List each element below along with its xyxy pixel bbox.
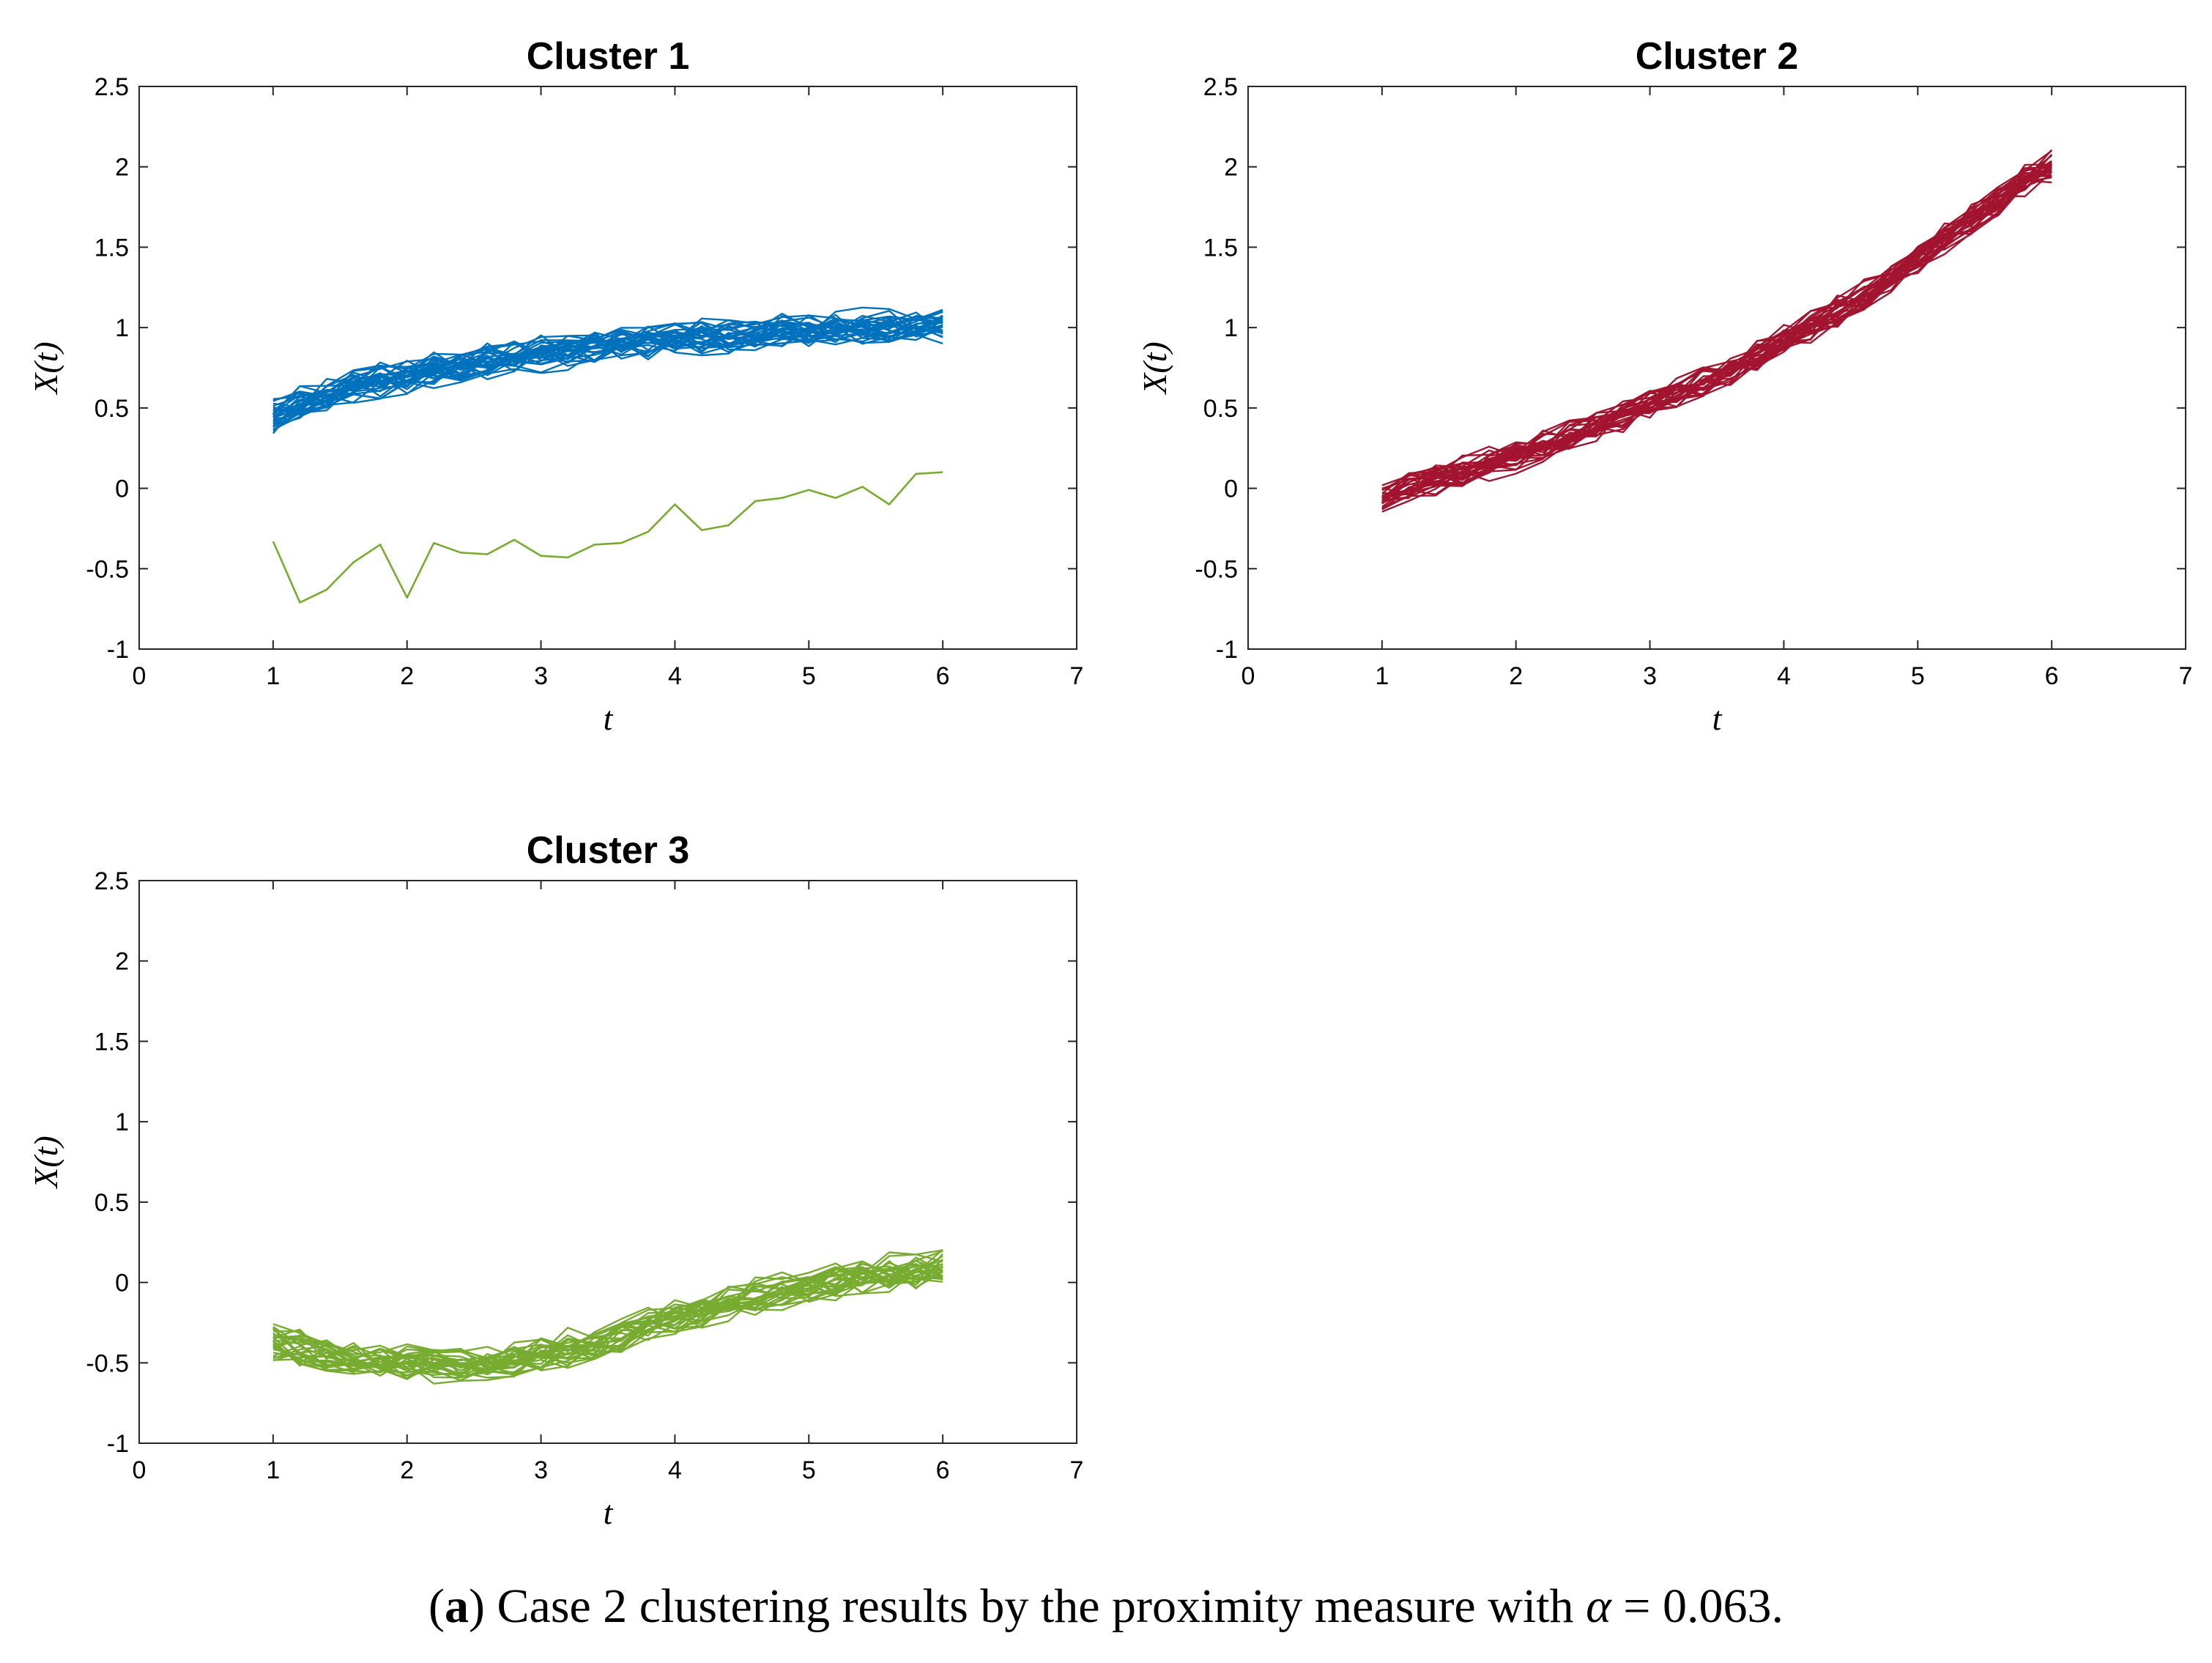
y-axis-label: X(t) bbox=[1136, 341, 1173, 396]
series-band bbox=[272, 306, 943, 434]
x-tick-label: 2 bbox=[400, 1456, 414, 1484]
x-tick-label: 3 bbox=[534, 1456, 548, 1484]
chart-title: Cluster 2 bbox=[1636, 35, 1799, 78]
y-tick-label: 2.5 bbox=[1203, 73, 1238, 101]
y-tick-label: 0.5 bbox=[94, 1189, 129, 1217]
x-tick-label: 7 bbox=[2179, 662, 2193, 690]
y-tick-label: 0 bbox=[1224, 475, 1238, 503]
y-tick-label: 1 bbox=[115, 1108, 129, 1136]
y-tick-label: 2.5 bbox=[94, 73, 129, 101]
chart-title: Cluster 1 bbox=[527, 35, 690, 78]
series-line bbox=[272, 327, 943, 426]
y-tick-label: 0.5 bbox=[94, 395, 129, 423]
x-tick-label: 2 bbox=[1509, 662, 1523, 690]
x-tick-label: 7 bbox=[1070, 1456, 1084, 1484]
plot-frame bbox=[138, 86, 1077, 650]
y-tick-label: -0.5 bbox=[1195, 555, 1238, 583]
x-tick-label: 2 bbox=[400, 662, 414, 690]
series-line bbox=[272, 1269, 943, 1379]
series-line bbox=[272, 317, 943, 412]
series-band bbox=[1381, 149, 2053, 513]
caption-text-after: = 0.063. bbox=[1611, 1579, 1784, 1633]
x-tick-label: 3 bbox=[1643, 662, 1657, 690]
y-tick-label: -1 bbox=[1216, 636, 1238, 664]
y-tick-label: 1.5 bbox=[94, 1028, 129, 1056]
x-axis-label: t bbox=[604, 1494, 614, 1531]
x-tick-label: 4 bbox=[668, 662, 682, 690]
x-tick-label: 0 bbox=[1242, 662, 1255, 690]
series-line-outlier bbox=[272, 471, 943, 604]
y-tick-label: -0.5 bbox=[86, 555, 129, 583]
series-line bbox=[1381, 166, 2052, 499]
y-tick-label: 1 bbox=[115, 314, 129, 342]
y-tick-label: 0 bbox=[115, 1270, 129, 1297]
x-axis-label: t bbox=[1712, 700, 1723, 737]
series-line bbox=[1381, 167, 2052, 502]
caption-letter: a bbox=[445, 1579, 470, 1633]
x-tick-label: 6 bbox=[936, 662, 950, 690]
x-tick-label: 6 bbox=[936, 1456, 950, 1484]
y-tick-label: 2 bbox=[115, 154, 129, 182]
chart-panel-3: 0 1 2 3 4 5 6 7 -1 -0.5 0 0.5 1 1.5 2 2.5 Cluster 3 t X(t) bbox=[27, 829, 1083, 1531]
y-tick-label: 2 bbox=[1224, 154, 1238, 182]
y-axis-label: X(t) bbox=[27, 1136, 64, 1190]
y-tick-label: -1 bbox=[107, 1430, 129, 1458]
y-tick-label: 0 bbox=[115, 475, 129, 503]
x-tick-label: 5 bbox=[1911, 662, 1925, 690]
y-tick-label: -1 bbox=[107, 636, 129, 664]
y-tick-label: -0.5 bbox=[86, 1349, 129, 1377]
series-line bbox=[1381, 149, 2052, 486]
x-tick-label: 3 bbox=[534, 662, 548, 690]
y-tick-label: 1.5 bbox=[94, 234, 129, 262]
series-line bbox=[1381, 174, 2052, 502]
x-tick-label: 5 bbox=[802, 662, 816, 690]
x-tick-label: 1 bbox=[266, 662, 280, 690]
caption-text-before: ) Case 2 clustering results by the proxi… bbox=[469, 1579, 1586, 1633]
x-tick-label: 1 bbox=[266, 1456, 280, 1484]
series-line bbox=[272, 314, 943, 402]
x-tick-label: 5 bbox=[802, 1456, 816, 1484]
y-axis-label: X(t) bbox=[27, 341, 64, 396]
series-line bbox=[1381, 162, 2052, 498]
series-band bbox=[272, 1248, 943, 1385]
chart-title: Cluster 3 bbox=[527, 829, 690, 872]
x-tick-label: 0 bbox=[133, 662, 146, 690]
x-tick-label: 4 bbox=[1777, 662, 1791, 690]
series-line bbox=[272, 1249, 943, 1369]
y-tick-label: 0.5 bbox=[1203, 395, 1238, 423]
y-tick-label: 1 bbox=[1224, 314, 1238, 342]
y-tick-label: 2.5 bbox=[94, 867, 129, 895]
x-tick-label: 1 bbox=[1375, 662, 1389, 690]
x-tick-label: 0 bbox=[133, 1456, 146, 1484]
x-tick-label: 6 bbox=[2045, 662, 2059, 690]
series-line bbox=[272, 1248, 943, 1368]
y-tick-label: 2 bbox=[115, 948, 129, 976]
y-tick-label: 1.5 bbox=[1203, 234, 1238, 262]
figure-caption: (a) Case 2 clustering results by the pro… bbox=[0, 1579, 2212, 1634]
series-line bbox=[272, 1250, 943, 1367]
caption-alpha-symbol: α bbox=[1586, 1579, 1611, 1633]
x-axis-label: t bbox=[604, 700, 614, 737]
chart-panel-2: 0 1 2 3 4 5 6 7 -1 -0.5 0 0.5 1 1.5 2 2.5 Cluster 2 t X(t) bbox=[1136, 35, 2192, 737]
x-tick-label: 4 bbox=[668, 1456, 682, 1484]
x-tick-label: 7 bbox=[1070, 662, 1084, 690]
series-line bbox=[272, 1259, 943, 1380]
series-line bbox=[272, 314, 943, 415]
chart-panel-1: 0 1 2 3 4 5 6 7 -1 -0.5 0 0.5 1 1.5 2 2.5 Cluster 1 t X(t) bbox=[27, 35, 1083, 737]
series-line bbox=[272, 1255, 943, 1377]
caption-open-paren: ( bbox=[428, 1579, 445, 1633]
